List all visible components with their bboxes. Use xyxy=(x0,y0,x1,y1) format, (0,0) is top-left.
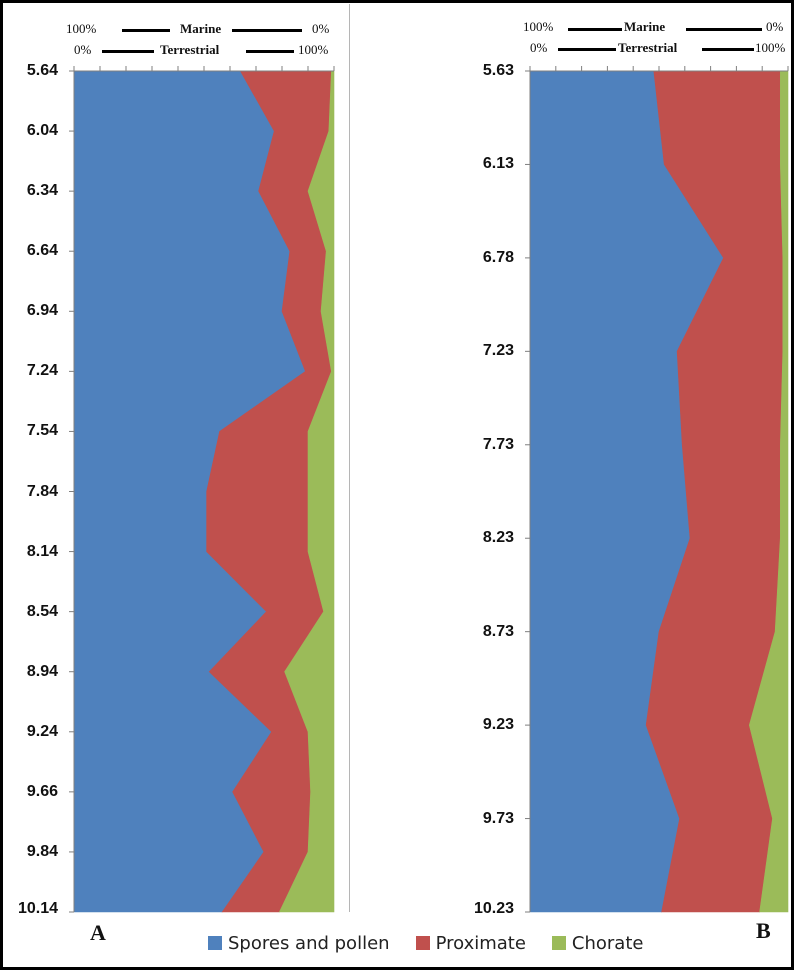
chart-b-y-tick-label: 8.73 xyxy=(482,622,514,640)
chart-b-y-tick-label: 6.13 xyxy=(482,155,514,173)
chart-a-marine-line-left xyxy=(122,29,170,32)
chart-b-marine-line-left xyxy=(568,28,622,31)
legend-label-proximate: Proximate xyxy=(435,932,526,954)
legend-label-chorate: Chorate xyxy=(571,932,644,954)
chart-b-terrestrial-line-right xyxy=(702,48,754,51)
chart-a-y-tick-label: 7.54 xyxy=(26,422,58,440)
legend-item-spores: Spores and pollen xyxy=(208,933,390,954)
chart-b-terrestrial-title: Terrestrial xyxy=(618,40,678,55)
chart-a-terrestrial-title: Terrestrial xyxy=(160,42,220,57)
chart-a-terrestrial-line-left xyxy=(102,50,154,53)
chart-b-y-tick-label: 5.63 xyxy=(482,62,514,79)
chart-b-y-tick-label: 7.23 xyxy=(482,342,514,360)
panel-label-a: A xyxy=(90,920,106,945)
legend: Spores and pollen Proximate Chorate xyxy=(208,930,643,956)
chart-a-y-tick-label: 6.04 xyxy=(26,122,58,140)
legend-label-spores: Spores and pollen xyxy=(228,932,390,954)
chart-a-terrestrial-right: 100% xyxy=(298,42,329,57)
chart-a-y-tick-label: 10.14 xyxy=(17,900,58,917)
chart-b-terrestrial-right: 100% xyxy=(755,40,786,55)
chart-a-y-tick-label: 7.24 xyxy=(26,362,58,380)
chart-a-terrestrial-left: 0% xyxy=(74,42,92,57)
chart-a-marine-right: 0% xyxy=(312,21,330,36)
chart-b-y-tick-label: 10.23 xyxy=(473,900,514,917)
legend-swatch-chorate xyxy=(551,936,566,950)
chart-b-marine-title: Marine xyxy=(624,19,666,34)
chart-a-y-tick-label: 6.34 xyxy=(26,182,58,200)
chart-a-y-tick-label: 9.66 xyxy=(26,782,58,800)
chart-b-terrestrial-line-left xyxy=(558,48,616,51)
chart-b-terrestrial-left: 0% xyxy=(530,40,548,55)
panel-divider xyxy=(349,4,350,912)
chart-a-y-tick-label: 5.64 xyxy=(26,62,58,79)
legend-item-proximate: Proximate xyxy=(415,932,526,954)
chart-a-marine-line-right xyxy=(232,29,302,32)
chart-b-y-tick-label: 6.78 xyxy=(482,248,514,266)
chart-b-y-tick-label: 7.73 xyxy=(482,435,514,453)
chart-b-area-chorate xyxy=(748,70,789,913)
chart-a-terrestrial-line-right xyxy=(246,50,294,53)
chart-b-marine-right: 0% xyxy=(766,19,784,34)
chart-a-y-tick-label: 8.14 xyxy=(26,542,58,560)
legend-item-chorate: Chorate xyxy=(551,932,644,954)
chart-a-y-tick-label: 6.64 xyxy=(26,242,58,260)
chart-a-area-chorate xyxy=(278,70,335,913)
chart-a-marine-title: Marine xyxy=(180,21,222,36)
chart-b-y-tick-label: 9.73 xyxy=(482,809,514,827)
legend-swatch-proximate xyxy=(415,936,430,950)
legend-swatch-spores xyxy=(208,936,222,950)
chart-b-y-tick-label: 8.23 xyxy=(482,529,514,547)
chart-a-y-tick-label: 9.24 xyxy=(26,722,58,740)
chart-a-y-tick-label: 8.94 xyxy=(26,662,58,680)
chart-a-y-tick-label: 6.94 xyxy=(26,302,58,320)
chart-b-y-tick-label: 9.23 xyxy=(482,716,514,734)
chart-a-y-tick-label: 9.84 xyxy=(26,842,58,860)
chart-b-marine-left: 100% xyxy=(523,19,554,34)
panel-label-b: B xyxy=(756,918,771,943)
chart-a-y-tick-label: 7.84 xyxy=(26,482,58,500)
chart-a-y-tick-label: 8.54 xyxy=(26,602,58,620)
chart-b-marine-line-right xyxy=(686,28,762,31)
chart-a-marine-left: 100% xyxy=(66,21,97,36)
